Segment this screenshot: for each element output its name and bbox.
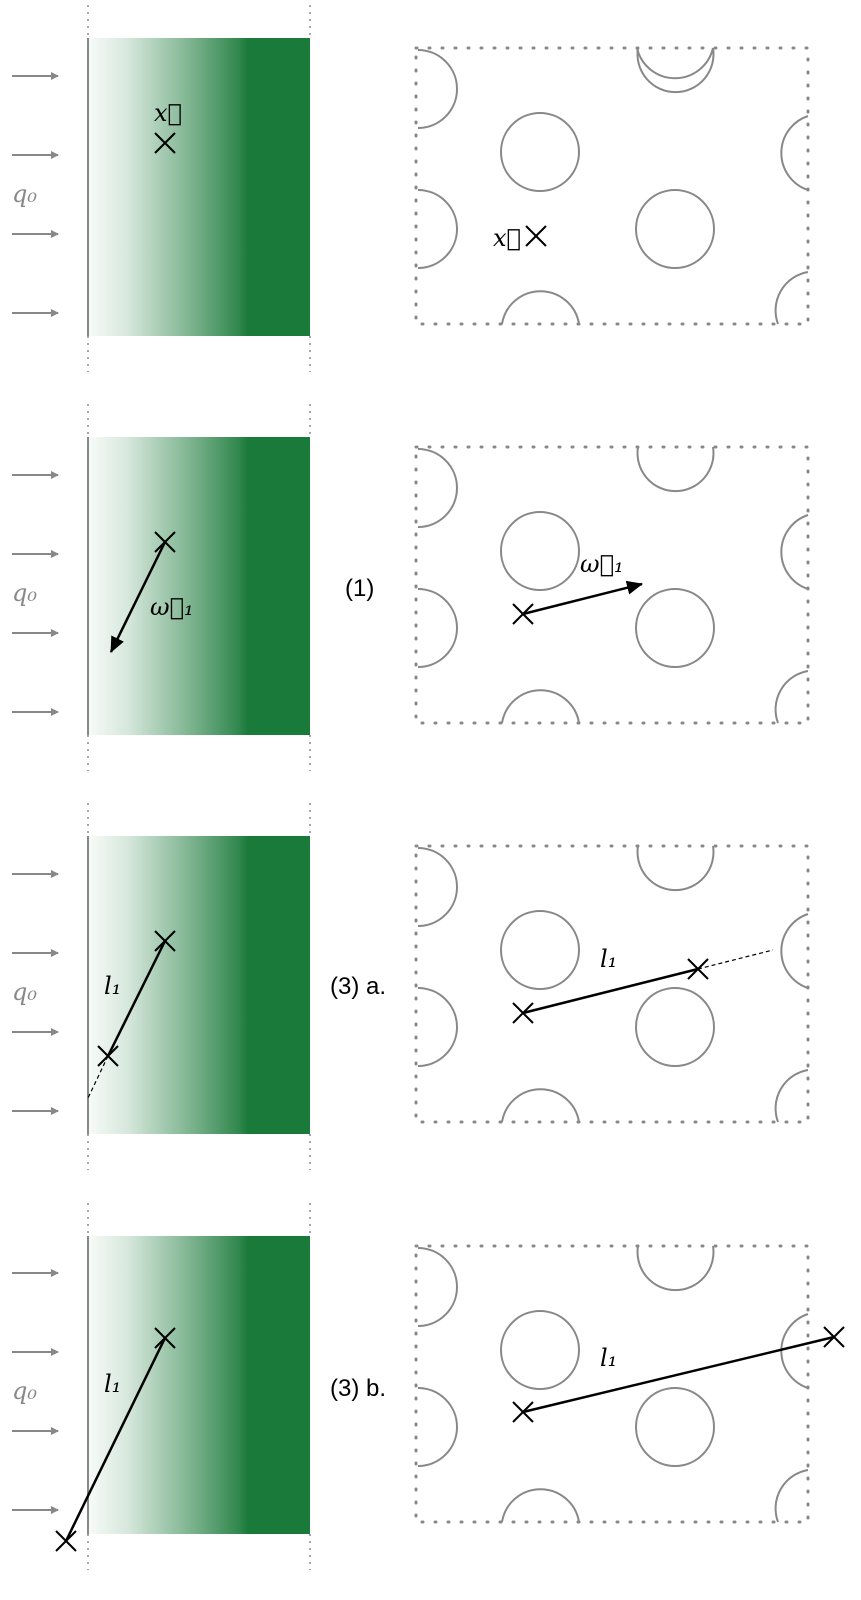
green-gradient-slab [88,437,310,735]
panel-row-2: q₀ ω⃗₁ (1) ω⃗₁ [12,404,810,771]
panel-row-4: q₀ l₁ (3) b. [12,1203,845,1570]
porous-panel: ω⃗₁ [414,445,810,725]
porous-panel: l₁ [414,844,810,1124]
x-vector-label: x⃗ [154,99,182,127]
slab-panel: q₀ x⃗ [12,5,311,372]
inclusion-circles [417,1245,809,1523]
green-gradient-slab [88,836,310,1134]
point-marker [154,930,176,952]
point-marker [687,958,709,980]
step-label: (3) b. [330,1375,386,1402]
point-marker [512,1002,534,1024]
step-label: (3) a. [330,973,386,1000]
path-segment [64,1337,167,1542]
incident-flux-arrows [12,870,59,1115]
q0-label: q₀ [12,579,37,607]
point-marker [154,132,176,154]
extension-dashed [697,949,774,970]
q0-label: q₀ [12,1377,37,1405]
q0-label: q₀ [12,180,37,208]
omega1-label: ω⃗₁ [150,593,194,621]
l1-label: l₁ [104,1370,121,1398]
inclusion-circles [417,47,809,325]
point-marker [154,1327,176,1349]
periodic-cell-border [414,844,810,1124]
path-segment [522,967,699,1015]
incident-flux-arrows [12,1269,59,1514]
panel-row-1: q₀ x⃗ x⃗ [12,5,810,372]
path-segment [106,940,167,1057]
direction-arrow [109,541,167,653]
q0-label: q₀ [12,978,37,1006]
point-marker [55,1530,77,1552]
green-gradient-slab [88,38,310,336]
inclusion-circles [417,446,809,724]
point-marker [512,1401,534,1423]
porous-panel: l₁ [414,1244,845,1524]
extension-dashed [87,1055,109,1099]
incident-flux-arrows [12,471,59,716]
panel-row-3: q₀ l₁ (3) a. [12,803,810,1170]
green-gradient-slab [88,1236,310,1534]
porous-panel: x⃗ [414,46,810,326]
path-segment [522,1335,835,1414]
slab-panel: q₀ l₁ [12,803,311,1170]
periodic-cell-border [414,445,810,725]
periodic-cell-border [414,46,810,326]
periodic-cell-border [414,1244,810,1524]
slab-panel: q₀ l₁ [12,1203,311,1570]
l1-label: l₁ [104,972,121,1000]
l1-label: l₁ [600,1344,617,1372]
point-marker [97,1045,119,1067]
slab-panel: q₀ ω⃗₁ [12,404,311,771]
omega1-label: ω⃗₁ [580,550,624,578]
direction-arrow [522,580,643,616]
x-vector-label: x⃗ [493,224,521,252]
step-label: (1) [345,575,374,602]
point-marker [525,225,547,247]
incident-flux-arrows [12,72,59,317]
inclusion-circles [417,845,809,1123]
l1-label: l₁ [600,945,617,973]
point-marker [823,1326,845,1348]
